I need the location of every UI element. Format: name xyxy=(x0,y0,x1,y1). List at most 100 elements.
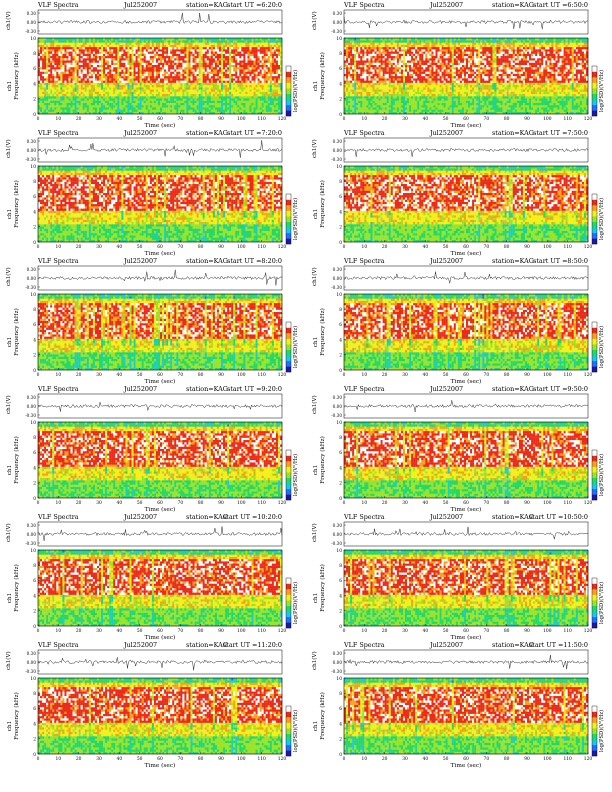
heatmap-cell xyxy=(157,69,161,72)
heatmap-cell xyxy=(153,55,157,59)
heatmap-cell xyxy=(101,64,104,68)
heatmap-cell xyxy=(362,71,365,74)
heatmap-cell xyxy=(202,109,205,112)
heatmap-cell xyxy=(66,51,69,54)
heatmap-cell xyxy=(190,105,193,108)
heatmap-cell xyxy=(50,89,53,92)
heatmap-cell xyxy=(166,67,169,70)
heatmap-cell xyxy=(178,89,181,92)
heatmap-cell xyxy=(109,100,112,103)
heatmap-cell xyxy=(58,58,61,61)
heatmap-cell xyxy=(198,71,201,74)
heatmap-cell xyxy=(245,46,248,50)
heatmap-cell xyxy=(241,62,244,65)
heatmap-cell xyxy=(265,89,268,92)
heatmap-cell xyxy=(231,44,234,48)
heatmap-cell xyxy=(376,87,379,90)
heatmap-cell xyxy=(86,44,89,48)
heatmap-cell xyxy=(82,91,85,95)
heatmap-cell xyxy=(172,107,175,110)
heatmap-cell xyxy=(257,71,260,74)
heatmap-cell xyxy=(223,64,226,68)
heatmap-cell xyxy=(350,51,353,54)
heatmap-cell xyxy=(157,62,161,65)
heatmap-cell xyxy=(107,62,110,65)
heatmap-cell xyxy=(172,73,175,77)
heatmap-cell xyxy=(265,96,268,99)
heatmap-cell xyxy=(166,49,169,52)
heatmap-cell xyxy=(101,58,104,61)
heatmap-cell xyxy=(109,42,112,45)
heatmap-cell xyxy=(109,91,112,95)
heatmap-cell xyxy=(251,82,254,86)
heatmap-cell xyxy=(192,109,195,112)
heatmap-cell xyxy=(212,73,216,77)
heatmap-cell xyxy=(346,38,349,41)
heatmap-cell xyxy=(170,109,173,112)
heatmap-cell xyxy=(198,100,201,103)
heatmap-cell xyxy=(38,98,41,101)
heatmap-cell xyxy=(145,105,148,108)
heatmap-cell xyxy=(218,87,222,90)
heatmap-cell xyxy=(153,105,157,108)
heatmap-cell xyxy=(141,53,144,57)
heatmap-cell xyxy=(139,73,142,77)
heatmap-cell xyxy=(350,111,353,115)
heatmap-cell xyxy=(176,49,179,52)
heatmap-cell xyxy=(277,82,281,86)
heatmap-cell xyxy=(178,55,181,59)
heatmap-cell xyxy=(147,51,150,54)
heatmap-cell xyxy=(346,78,349,81)
heatmap-cell xyxy=(66,58,69,61)
heatmap-cell xyxy=(176,82,179,86)
heatmap-cell xyxy=(202,60,205,63)
heatmap-cell xyxy=(376,38,379,41)
heatmap-cell xyxy=(143,64,146,68)
heatmap-cell xyxy=(48,62,51,65)
heatmap-cell xyxy=(82,76,85,79)
heatmap-cell xyxy=(237,60,240,63)
heatmap-cell xyxy=(151,60,155,63)
heatmap-cell xyxy=(123,109,126,112)
heatmap-cell xyxy=(251,55,254,59)
heatmap-cell xyxy=(70,87,73,90)
heatmap-cell xyxy=(162,102,165,106)
heatmap-cell xyxy=(384,46,387,50)
heatmap-cell xyxy=(214,71,218,74)
heatmap-cell xyxy=(231,84,234,88)
heatmap-cell xyxy=(113,71,116,74)
heatmap-cell xyxy=(88,84,92,88)
heatmap-cell xyxy=(94,91,98,95)
heatmap-cell xyxy=(107,42,110,45)
heatmap-cell xyxy=(380,51,383,54)
heatmap-cell xyxy=(115,107,118,110)
heatmap-cell xyxy=(180,42,183,45)
heatmap-cell xyxy=(60,46,63,50)
heatmap-cell xyxy=(188,62,191,65)
heatmap-cell xyxy=(348,80,351,83)
heatmap-cell xyxy=(241,87,244,90)
heatmap-cell xyxy=(239,71,242,74)
heatmap-cell xyxy=(279,42,283,45)
heatmap-cell xyxy=(192,51,195,54)
heatmap-cell xyxy=(92,40,96,43)
y-tick-label: 6 xyxy=(33,67,36,72)
heatmap-cell xyxy=(66,87,69,90)
heatmap-cell xyxy=(155,38,159,41)
heatmap-cell xyxy=(137,105,140,108)
heatmap-cell xyxy=(277,53,281,57)
heatmap-cell xyxy=(358,58,361,61)
heatmap-cell xyxy=(259,58,262,61)
heatmap-cell xyxy=(346,82,349,86)
heatmap-cell xyxy=(135,67,138,70)
heatmap-cell xyxy=(50,105,53,108)
heatmap-cell xyxy=(103,105,106,108)
heatmap-cell xyxy=(384,49,387,52)
heatmap-cell xyxy=(275,69,279,72)
heatmap-cell xyxy=(115,71,118,74)
heatmap-cell xyxy=(103,87,106,90)
heatmap-cell xyxy=(178,40,181,43)
heatmap-cell xyxy=(388,80,391,83)
heatmap-cell xyxy=(174,98,177,101)
heatmap-cell xyxy=(218,98,222,101)
